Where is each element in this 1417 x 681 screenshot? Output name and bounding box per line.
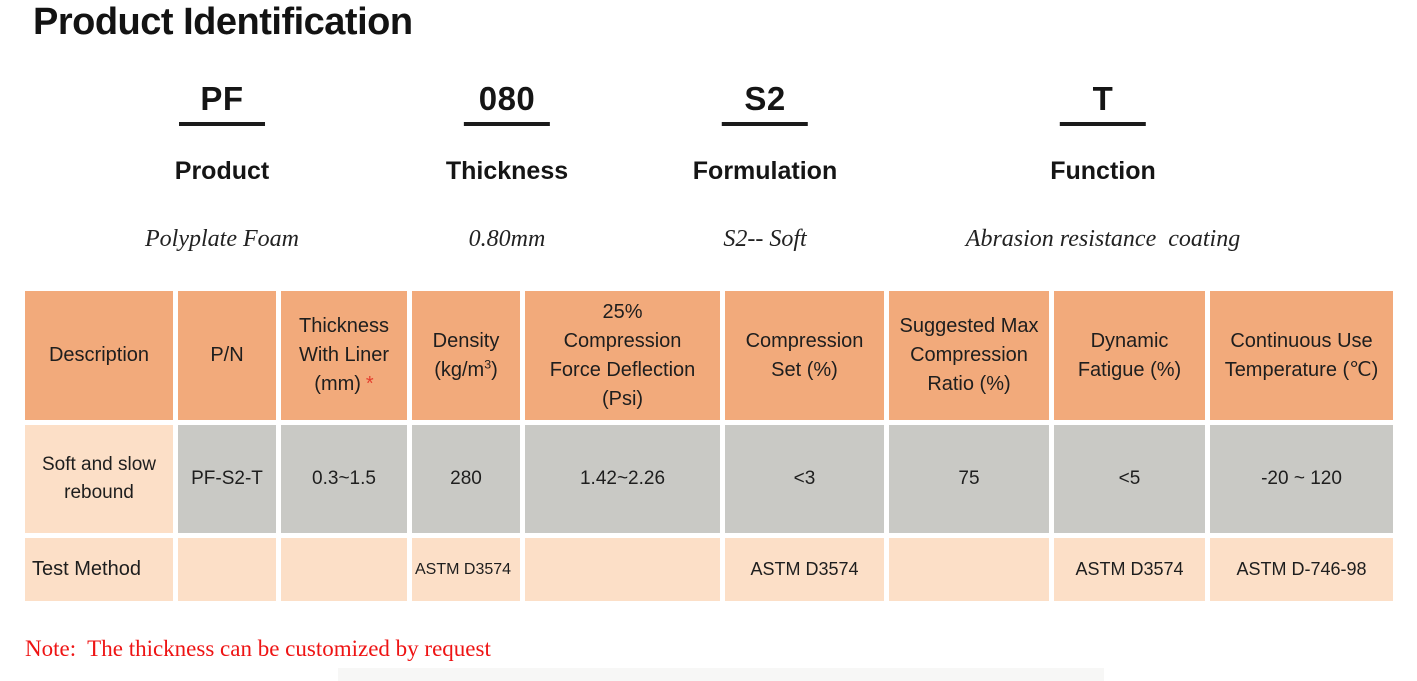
code-label: Thickness — [445, 157, 569, 185]
product-cell-continuous-use-temperature: -20 ~ 120 — [1210, 425, 1393, 533]
cell-text: 75 — [958, 468, 980, 489]
test-method-cell-dynamic-fatigue: ASTM D3574 — [1054, 538, 1205, 601]
header-text: Density (kg/m3) — [433, 327, 500, 385]
header-cell-pn: P/N — [178, 291, 276, 420]
code-label: Product — [174, 157, 270, 185]
code-underline — [722, 122, 808, 126]
header-cell-dynamic-fatigue: Dynamic Fatigue (%) — [1054, 291, 1205, 420]
code-description: Polyplate Foam — [145, 226, 299, 252]
cell-text: <3 — [793, 468, 816, 489]
code-segment-function: T Function Abrasion resistance coating — [965, 80, 1241, 253]
product-cell-pn: PF-S2-T — [178, 425, 276, 533]
density-superscript: 3 — [484, 356, 492, 371]
test-method-cell-suggested-max-compression-ratio — [889, 538, 1049, 601]
density-header-suffix: ) — [491, 358, 498, 381]
code-value: T — [1092, 80, 1114, 117]
header-cell-density: Density (kg/m3) — [412, 291, 520, 420]
product-cell-compression-force-deflection: 1.42~2.26 — [525, 425, 720, 533]
header-text: 25% Compression Force Deflection (Psi) — [549, 300, 696, 410]
test-method-cell-thickness — [281, 538, 407, 601]
code-value: S2 — [744, 80, 786, 117]
product-cell-suggested-max-compression-ratio: 75 — [889, 425, 1049, 533]
header-text: P/N — [210, 344, 244, 366]
page-title: Product Identification — [33, 1, 413, 43]
product-cell-thickness: 0.3~1.5 — [281, 425, 407, 533]
header-cell-continuous-use-temperature: Continuous Use Temperature (℃) — [1210, 291, 1393, 420]
cell-text: ASTM D-746-98 — [1236, 559, 1367, 579]
cell-text: 0.3~1.5 — [312, 468, 376, 489]
test-method-cell-continuous-use-temperature: ASTM D-746-98 — [1210, 538, 1393, 601]
code-segment-formulation: S2 Formulation S2-- Soft — [692, 80, 838, 253]
product-cell-compression-set: <3 — [725, 425, 884, 533]
header-cell-suggested-max-compression-ratio: Suggested Max Compression Ratio (%) — [889, 291, 1049, 420]
code-label: Function — [1050, 157, 1156, 185]
density-header-text: Density (kg/m — [432, 329, 500, 381]
code-underline — [1059, 122, 1146, 126]
cell-text: ASTM D3574 — [415, 560, 512, 578]
header-text: Continuous Use Temperature (℃) — [1224, 329, 1379, 381]
cell-text: Soft and slow rebound — [41, 454, 157, 503]
code-segment-product: PF Product Polyplate Foam — [145, 80, 299, 253]
code-description: Abrasion resistance coating — [965, 226, 1241, 252]
header-text: Thickness With Liner (mm) * — [299, 312, 389, 399]
test-method-cell-pn — [178, 538, 276, 601]
thickness-header-text: Thickness With Liner (mm) — [298, 315, 390, 395]
bottom-strip — [338, 668, 1104, 681]
cell-text: -20 ~ 120 — [1261, 468, 1342, 489]
code-label: Formulation — [692, 157, 838, 185]
cell-text: 280 — [450, 468, 482, 489]
cell-text: 1.42~2.26 — [579, 468, 666, 489]
code-segment-thickness: 080 Thickness 0.80mm — [445, 80, 569, 253]
test-method-cell-density: ASTM D3574 — [412, 538, 520, 601]
header-text: Description — [48, 344, 150, 366]
required-asterisk: * — [365, 373, 374, 395]
code-underline — [179, 122, 265, 126]
test-method-cell-label: Test Method — [25, 538, 173, 601]
code-value: 080 — [478, 80, 536, 117]
header-cell-compression-force-deflection: 25% Compression Force Deflection (Psi) — [525, 291, 720, 420]
test-method-cell-compression-force-deflection — [525, 538, 720, 601]
thickness-note: Note: The thickness can be customized by… — [25, 636, 491, 661]
cell-text: PF-S2-T — [191, 468, 263, 489]
code-description: 0.80mm — [468, 226, 546, 252]
header-cell-compression-set: Compression Set (%) — [725, 291, 884, 420]
header-cell-thickness-with-liner: Thickness With Liner (mm) * — [281, 291, 407, 420]
spec-table: Description P/N Thickness With Liner (mm… — [25, 291, 1393, 601]
cell-text: ASTM D3574 — [750, 559, 859, 579]
code-value: PF — [200, 80, 244, 117]
product-cell-description: Soft and slow rebound — [25, 425, 173, 533]
code-underline — [464, 122, 550, 126]
header-text: Dynamic Fatigue (%) — [1077, 329, 1182, 381]
cell-text: ASTM D3574 — [1075, 559, 1184, 579]
header-text: Suggested Max Compression Ratio (%) — [899, 315, 1039, 395]
header-cell-description: Description — [25, 291, 173, 420]
cell-text: Test Method — [32, 558, 141, 580]
product-cell-dynamic-fatigue: <5 — [1054, 425, 1205, 533]
product-cell-density: 280 — [412, 425, 520, 533]
cell-text: <5 — [1118, 468, 1141, 489]
header-text: Compression Set (%) — [745, 329, 864, 381]
code-description: S2-- Soft — [723, 226, 807, 252]
test-method-cell-compression-set: ASTM D3574 — [725, 538, 884, 601]
